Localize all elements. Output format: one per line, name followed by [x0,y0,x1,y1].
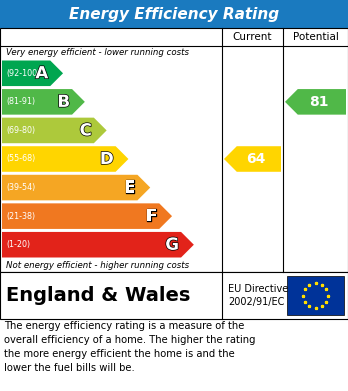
Text: D: D [100,150,114,168]
Text: Potential: Potential [293,32,339,42]
Text: (55-68): (55-68) [6,154,35,163]
Polygon shape [2,146,128,172]
Bar [0,0,348,28]
Polygon shape [2,175,150,200]
Text: C: C [80,122,92,140]
Text: (1-20): (1-20) [6,240,30,249]
Text: England & Wales: England & Wales [6,286,190,305]
Text: (39-54): (39-54) [6,183,35,192]
Text: The energy efficiency rating is a measure of the
overall efficiency of a home. T: The energy efficiency rating is a measur… [4,321,255,373]
Text: Not energy efficient - higher running costs: Not energy efficient - higher running co… [6,261,189,270]
Text: E: E [124,179,135,197]
Polygon shape [285,89,346,115]
Text: Energy Efficiency Rating: Energy Efficiency Rating [69,7,279,22]
Text: EU Directive
2002/91/EC: EU Directive 2002/91/EC [228,284,288,307]
Text: (21-38): (21-38) [6,212,35,221]
Polygon shape [2,118,106,143]
Text: (92-100): (92-100) [6,69,40,78]
Text: Current: Current [233,32,272,42]
Bar [287,276,344,315]
Text: (81-91): (81-91) [6,97,35,106]
Bar [0,28,348,272]
Text: (69-80): (69-80) [6,126,35,135]
Text: B: B [57,93,70,111]
Text: F: F [146,207,157,225]
Polygon shape [2,232,194,258]
Polygon shape [2,61,63,86]
Polygon shape [2,203,172,229]
Polygon shape [224,146,281,172]
Text: G: G [165,236,179,254]
Polygon shape [2,89,85,115]
Text: Very energy efficient - lower running costs: Very energy efficient - lower running co… [6,48,189,57]
Text: 64: 64 [246,152,266,166]
Bar [0,272,348,319]
Text: 81: 81 [309,95,329,109]
Text: A: A [35,64,48,82]
